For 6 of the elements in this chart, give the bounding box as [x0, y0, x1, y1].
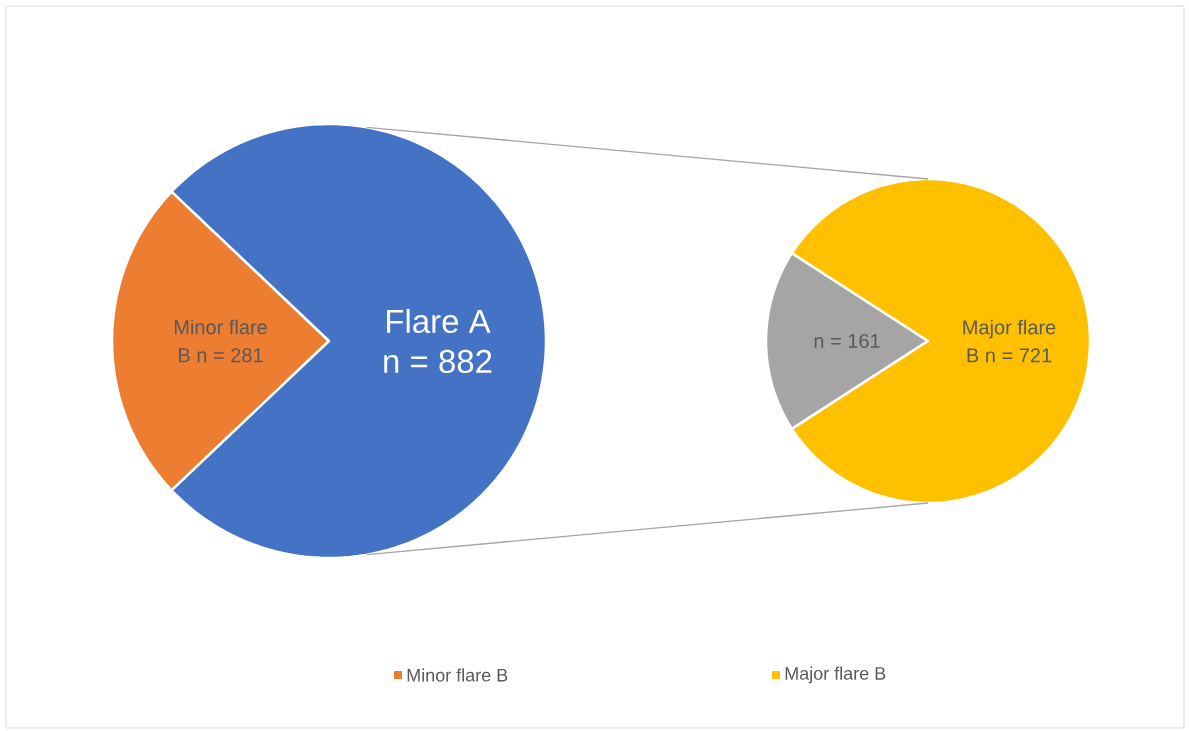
data-label: Major flare B n = 721	[963, 319, 1056, 363]
data-label: Minor flare B n = 281	[174, 319, 267, 363]
data-label: n = 161	[814, 333, 880, 349]
legend-label: Minor flare B	[407, 668, 508, 682]
legend-label: Major flare B	[785, 666, 886, 684]
data-label: Flare A n = 882	[384, 308, 492, 374]
